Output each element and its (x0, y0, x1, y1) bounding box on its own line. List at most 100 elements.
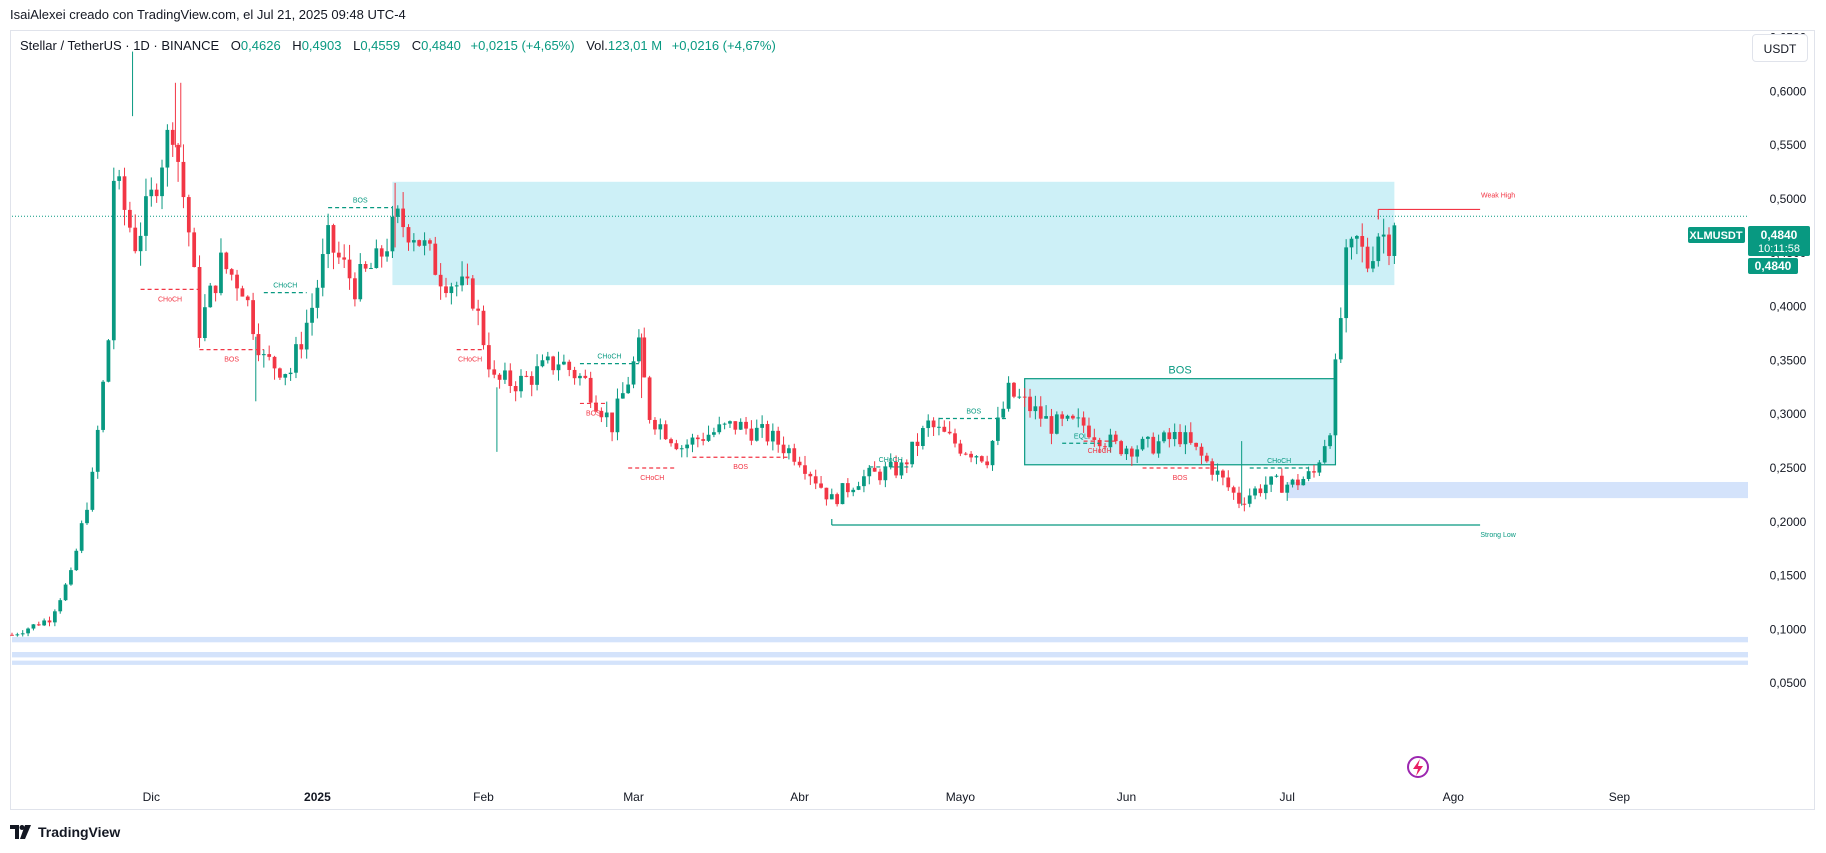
candle-body (197, 267, 202, 339)
candle-body (42, 620, 47, 626)
candle (90, 467, 95, 512)
candle (10, 632, 14, 636)
lightning-icon[interactable] (1407, 756, 1429, 778)
candle-body (1054, 414, 1059, 434)
candle (251, 292, 255, 340)
candle-body (567, 361, 572, 370)
candle-body (728, 421, 732, 424)
structure-label-eql: EQL (1074, 433, 1088, 440)
candle-body (1076, 417, 1081, 419)
last-price-badge-bg (1748, 226, 1810, 256)
x-axis-tick-label-mayo: Mayo (946, 790, 976, 804)
candle (85, 502, 89, 525)
candle (1076, 408, 1081, 428)
candle-body (90, 471, 95, 510)
candle (862, 469, 866, 493)
candle-body (615, 398, 620, 433)
candle-body (685, 444, 689, 449)
candle-body (417, 240, 422, 246)
candle (551, 355, 556, 375)
candle-body (1333, 359, 1338, 436)
candle (1135, 445, 1140, 464)
candle (894, 455, 898, 479)
candle-body (1038, 406, 1043, 419)
candle-body (379, 248, 384, 257)
candle (101, 380, 105, 433)
candle (42, 618, 47, 627)
y-axis-tick-label: 0,3500 (1770, 353, 1807, 367)
candle (974, 455, 979, 465)
candle (1087, 417, 1091, 439)
candle (1178, 424, 1182, 448)
candle (261, 349, 266, 368)
candle-body (610, 412, 614, 433)
candle-body (278, 368, 282, 378)
structure-label-bos: BOS (1168, 365, 1191, 377)
y-axis-tick-label: 0,3000 (1770, 407, 1807, 421)
candle-body (529, 376, 534, 385)
candle (1344, 239, 1349, 333)
candle-body (1322, 446, 1327, 463)
candle-body (492, 369, 497, 375)
candle (776, 426, 781, 453)
candle-body (931, 420, 936, 428)
candle (529, 371, 534, 397)
candle-body (974, 456, 979, 458)
candle (1028, 388, 1032, 418)
candle-body (444, 286, 448, 294)
candle (320, 238, 325, 297)
candle (738, 418, 743, 430)
candle (69, 567, 73, 586)
candle-body (170, 129, 175, 145)
candle (695, 434, 700, 448)
candle-body (256, 334, 261, 356)
candle (663, 420, 668, 441)
candle-body (122, 176, 127, 210)
candle (1333, 353, 1338, 438)
candle-body (1306, 471, 1311, 479)
candle-body (1006, 382, 1011, 409)
candle (1371, 246, 1375, 273)
candle (615, 388, 620, 441)
candle-body (117, 176, 122, 181)
candle-body (470, 278, 475, 309)
candle-body (1387, 234, 1391, 256)
candle (326, 213, 330, 269)
currency-button[interactable]: USDT (1752, 34, 1808, 62)
candle (36, 621, 41, 626)
zone-3 (12, 636, 1748, 643)
candle (883, 461, 888, 488)
candle (765, 420, 770, 446)
candle-body (894, 461, 898, 476)
candle (679, 445, 684, 458)
candle (160, 159, 164, 210)
tradingview-logo[interactable]: TradingView (10, 824, 120, 840)
candle-body (449, 286, 454, 294)
candle (1328, 433, 1332, 449)
candle-body (1279, 475, 1284, 493)
candle (128, 201, 132, 233)
candle-body (481, 310, 486, 346)
candle-body (953, 433, 957, 444)
line-price-badge-bg (1748, 258, 1798, 274)
candle-body (69, 570, 73, 585)
candle (567, 359, 572, 377)
legend-vol-label: Vol. (586, 38, 608, 53)
candle-body (58, 600, 63, 612)
candle (899, 459, 904, 479)
candle (760, 415, 764, 438)
candle (106, 339, 111, 383)
candle (63, 583, 68, 601)
candle-body (358, 263, 363, 300)
candle (192, 227, 197, 268)
candle-body (85, 509, 89, 524)
candle (299, 331, 304, 359)
candle (840, 482, 845, 505)
candle-body (508, 370, 513, 387)
candle (497, 373, 502, 389)
candle-body (15, 634, 20, 636)
candle-body (422, 240, 427, 246)
candle (476, 299, 481, 326)
